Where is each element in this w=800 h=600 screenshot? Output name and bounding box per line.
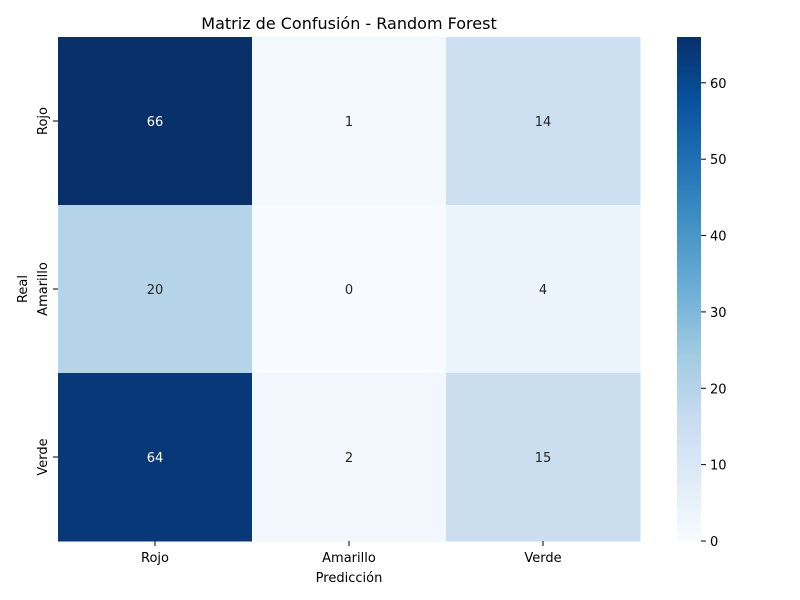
colorbar-tick-label: 10 — [710, 459, 727, 474]
colorbar-tick-label: 50 — [710, 153, 727, 168]
colorbar-tick-label: 30 — [710, 306, 727, 321]
cell-value-label: 15 — [535, 451, 552, 466]
y-tick-label: Verde — [36, 438, 51, 475]
heatmap-cell — [58, 37, 253, 206]
y-axis-ticks: Rojo Amarillo Verde — [36, 107, 58, 476]
x-tick-label: Verde — [524, 551, 561, 566]
heatmap-cell — [252, 373, 447, 542]
heatmap-cell — [58, 373, 253, 542]
y-tick-label: Rojo — [36, 107, 51, 135]
cell-value-label: 66 — [147, 115, 164, 130]
y-axis-label: Real — [16, 275, 31, 303]
chart-title: Matriz de Confusión - Random Forest — [201, 14, 496, 33]
colorbar-tick-label: 60 — [710, 77, 727, 92]
x-tick-label: Amarillo — [322, 551, 376, 566]
heatmap-cell — [446, 205, 641, 374]
heatmap-cell — [446, 373, 641, 542]
colorbar-tick-label: 0 — [710, 535, 718, 550]
y-tick-label: Amarillo — [36, 262, 51, 316]
heatmap-cell — [58, 205, 253, 374]
x-tick-label: Rojo — [141, 551, 169, 566]
cell-value-label: 2 — [345, 451, 353, 466]
x-axis-label: Predicción — [316, 571, 383, 586]
cell-value-label: 64 — [147, 451, 164, 466]
heatmap-cell — [252, 37, 447, 206]
colorbar-tick-label: 20 — [710, 382, 727, 397]
x-axis-ticks: Rojo Amarillo Verde — [141, 541, 562, 566]
cell-value-label: 14 — [535, 115, 552, 130]
cell-value-label: 20 — [147, 283, 164, 298]
cell-value-label: 1 — [345, 115, 353, 130]
heatmap-cells: 66 1 14 20 0 4 64 2 15 — [58, 37, 641, 542]
colorbar: 0 10 20 30 40 50 60 — [677, 37, 727, 550]
cell-value-label: 4 — [539, 283, 547, 298]
cell-value-label: 0 — [345, 283, 353, 298]
colorbar-ticks: 0 10 20 30 40 50 60 — [701, 77, 727, 550]
colorbar-tick-label: 40 — [710, 230, 727, 245]
heatmap-cell — [252, 205, 447, 374]
heatmap-cell — [446, 37, 641, 206]
colorbar-gradient — [677, 37, 701, 541]
